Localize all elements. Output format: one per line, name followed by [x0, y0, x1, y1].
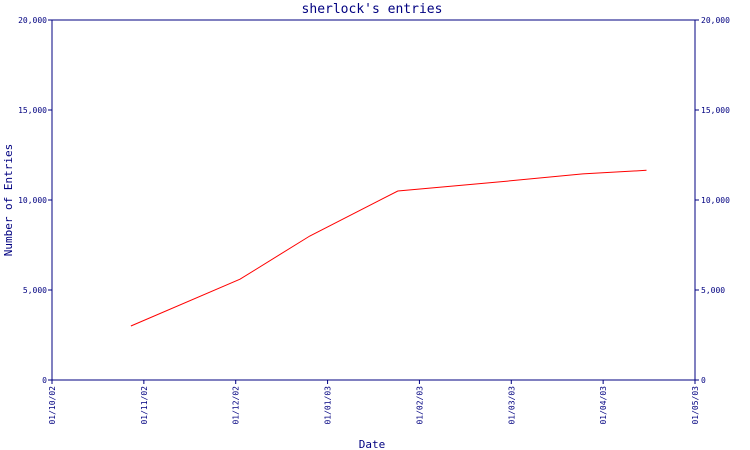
y-tick-label-left: 10,000 [18, 196, 47, 205]
y-tick-label-right: 20,000 [701, 16, 730, 25]
axes [48, 19, 699, 384]
y-tick-label-left: 0 [42, 376, 47, 385]
x-tick-label: 01/10/02 [48, 386, 57, 425]
x-tick-label: 01/11/02 [140, 386, 149, 425]
tick-labels: 0 0 5,000 5,000 10,000 10,000 15,000 15,000 20,0… [18, 16, 730, 425]
y-tick-label-right: 5,000 [701, 286, 725, 295]
plot-frame [51, 19, 696, 381]
x-tick-label: 01/02/03 [415, 386, 424, 425]
chart-title: sherlock's entries [302, 2, 443, 17]
y-tick-label-right: 0 [701, 376, 706, 385]
x-tick-label: 01/04/03 [599, 386, 608, 425]
x-axis-label: Date [359, 438, 386, 450]
x-tick-label: 01/03/03 [507, 386, 516, 425]
series-line [130, 169, 647, 327]
x-tick-label: 01/12/02 [232, 386, 241, 425]
x-tick-label: 01/01/03 [324, 386, 333, 425]
x-tick-label: 01/05/03 [691, 386, 700, 425]
series-lines [130, 169, 647, 327]
y-axis-label: Number of Entries [2, 144, 15, 257]
y-tick-label-left: 5,000 [23, 286, 47, 295]
y-tick-label-left: 20,000 [18, 16, 47, 25]
y-tick-label-right: 10,000 [701, 196, 730, 205]
y-tick-label-right: 15,000 [701, 106, 730, 115]
y-tick-label-left: 15,000 [18, 106, 47, 115]
